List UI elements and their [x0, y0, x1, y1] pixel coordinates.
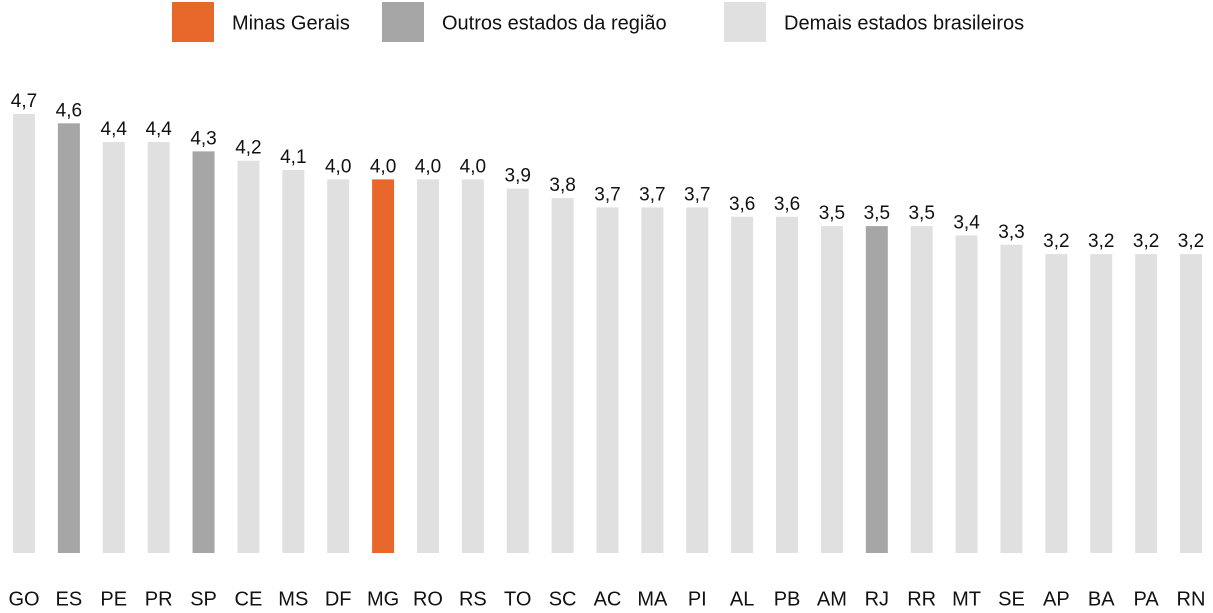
legend-swatch	[382, 2, 424, 42]
x-tick-label: PI	[688, 588, 707, 610]
bar	[13, 114, 35, 553]
x-tick-label: AM	[817, 588, 847, 610]
value-label: 4,3	[190, 128, 216, 149]
bar	[955, 235, 978, 553]
bar	[820, 226, 843, 553]
x-tick-label: AC	[594, 588, 622, 610]
bar	[282, 170, 305, 554]
x-tick-label: CE	[235, 588, 263, 610]
bar	[372, 179, 395, 553]
bar	[865, 226, 888, 553]
bar	[1045, 254, 1068, 553]
legend-label: Outros estados da região	[442, 12, 667, 34]
value-label: 4,1	[280, 147, 306, 168]
x-tick-label: GO	[8, 588, 39, 610]
value-label: 3,8	[549, 175, 575, 196]
x-tick-label: TO	[504, 588, 531, 610]
x-tick-label: PB	[774, 588, 801, 610]
value-label: 4,0	[325, 156, 351, 177]
value-label: 3,3	[998, 222, 1024, 243]
x-tick-label: MT	[952, 588, 981, 610]
x-tick-label: MS	[278, 588, 308, 610]
value-label: 3,5	[908, 203, 934, 224]
bar	[102, 142, 125, 553]
bar	[1000, 244, 1023, 553]
bar	[237, 160, 260, 553]
bar	[461, 179, 484, 553]
x-tick-label: RN	[1177, 588, 1206, 610]
bar	[192, 151, 215, 554]
value-label: 4,6	[56, 100, 82, 121]
x-tick-label: SE	[998, 588, 1025, 610]
x-tick-label: BA	[1088, 588, 1115, 610]
x-tick-label: SC	[549, 588, 577, 610]
legend-swatch	[724, 2, 766, 42]
bar	[1180, 254, 1202, 553]
value-label: 4,0	[415, 156, 441, 177]
bar	[416, 179, 439, 553]
value-label: 3,9	[505, 166, 531, 187]
value-label: 3,2	[1178, 231, 1204, 252]
value-label: 3,4	[953, 212, 980, 233]
legend-swatch	[172, 2, 214, 42]
x-tick-label: ES	[56, 588, 83, 610]
value-label: 3,6	[729, 194, 755, 215]
value-label: 3,2	[1088, 231, 1114, 252]
x-tick-label: MA	[637, 588, 668, 610]
bar	[1090, 254, 1113, 553]
value-label: 3,7	[684, 184, 710, 205]
value-label: 4,4	[145, 119, 172, 140]
x-tick-label: PE	[100, 588, 127, 610]
value-label: 4,7	[11, 91, 37, 112]
value-label: 3,2	[1133, 231, 1159, 252]
value-label: 4,2	[235, 138, 261, 159]
value-label: 3,2	[1043, 231, 1069, 252]
value-label: 3,7	[594, 184, 620, 205]
x-tick-label: RJ	[865, 588, 889, 610]
bar	[1135, 254, 1158, 553]
x-tick-label: PR	[145, 588, 173, 610]
bar	[910, 226, 933, 553]
x-tick-label: PA	[1134, 588, 1160, 610]
bar	[327, 179, 350, 553]
bar	[731, 216, 754, 553]
bar	[776, 216, 799, 553]
legend-label: Demais estados brasileiros	[784, 12, 1024, 34]
bar	[641, 207, 664, 554]
bar	[57, 123, 80, 553]
x-tick-label: SP	[190, 588, 217, 610]
bar	[686, 207, 709, 554]
value-label: 3,5	[819, 203, 845, 224]
value-label: 4,4	[101, 119, 128, 140]
bar	[596, 207, 619, 554]
x-tick-label: AP	[1043, 588, 1070, 610]
bar	[147, 142, 170, 553]
x-tick-label: RO	[413, 588, 443, 610]
value-label: 4,0	[460, 156, 486, 177]
x-tick-label: DF	[325, 588, 352, 610]
value-label: 3,5	[864, 203, 890, 224]
x-tick-label: RS	[459, 588, 487, 610]
bar	[551, 198, 574, 553]
value-label: 4,0	[370, 156, 396, 177]
value-label: 3,7	[639, 184, 665, 205]
bar	[506, 188, 529, 554]
x-tick-label: RR	[907, 588, 936, 610]
x-tick-label: MG	[367, 588, 399, 610]
x-tick-label: AL	[730, 588, 754, 610]
value-label: 3,6	[774, 194, 800, 215]
legend-label: Minas Gerais	[232, 12, 350, 34]
